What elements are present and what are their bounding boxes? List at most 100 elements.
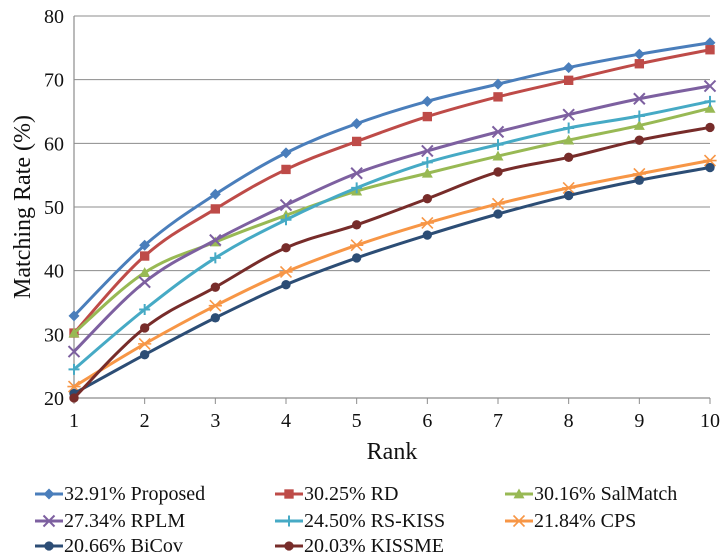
- x-tick-label: 6: [422, 410, 432, 432]
- legend-label: 20.03% KISSME: [304, 534, 445, 557]
- data-point: [279, 198, 293, 212]
- data-point: [279, 265, 293, 279]
- legend-item: 20.66% BiCov: [34, 534, 183, 558]
- data-point: [68, 363, 80, 375]
- legend-swatch: [35, 541, 63, 551]
- data-point: [209, 233, 222, 247]
- legend-item: 32.91% Proposed: [34, 482, 205, 506]
- data-point: [281, 243, 291, 253]
- series-line: [73, 106, 711, 335]
- series-line: [72, 125, 711, 400]
- data-point: [492, 150, 504, 161]
- data-point: [420, 216, 434, 229]
- data-point: [210, 204, 221, 214]
- data-point: [703, 154, 717, 167]
- data-point: [351, 253, 362, 263]
- y-axis-label: Matching Rate (%): [10, 115, 36, 299]
- data-point: [67, 345, 81, 358]
- data-point: [563, 190, 574, 201]
- data-point: [634, 135, 645, 145]
- data-point: [703, 79, 717, 93]
- y-tick-label: 70: [44, 70, 64, 92]
- data-point: [705, 122, 715, 133]
- data-point: [492, 139, 504, 151]
- data-point: [138, 275, 151, 289]
- data-point: [704, 102, 716, 113]
- data-point: [139, 267, 151, 277]
- axes: [73, 16, 711, 404]
- legend-swatch: [505, 488, 533, 499]
- data-point: [704, 95, 716, 107]
- y-tick-label: 30: [44, 324, 64, 346]
- series-line: [73, 99, 711, 371]
- legend-item: 27.34% RPLM: [34, 509, 185, 533]
- data-point: [210, 282, 221, 292]
- data-point: [210, 313, 221, 323]
- data-point: [634, 59, 645, 69]
- data-point: [705, 162, 715, 173]
- legend-item: 20.03% KISSME: [274, 534, 444, 558]
- data-point: [209, 252, 221, 264]
- grid-lines: [74, 15, 710, 335]
- x-tick-label: 7: [493, 410, 503, 432]
- y-tick-label: 60: [44, 133, 64, 155]
- series-line: [73, 159, 711, 388]
- legend-swatch: [275, 515, 303, 527]
- data-point: [493, 92, 503, 102]
- legend-label: 20.66% BiCov: [64, 534, 183, 557]
- data-point: [422, 194, 433, 204]
- data-point: [43, 488, 55, 500]
- legend: 32.91% Proposed 30.25% RD 30.16% SalMatch 2…: [0, 478, 722, 559]
- legend-swatch: [505, 514, 533, 528]
- y-tick-label: 80: [44, 6, 64, 28]
- data-point: [42, 514, 56, 528]
- series-line: [72, 48, 711, 335]
- data-point: [513, 488, 525, 499]
- data-point: [351, 136, 362, 147]
- data-point: [209, 188, 221, 200]
- legend-swatch: [275, 541, 303, 551]
- data-point: [563, 122, 575, 134]
- y-tick-label: 20: [44, 388, 64, 410]
- legend-swatch: [35, 514, 63, 528]
- x-tick-label: 5: [352, 410, 362, 432]
- x-tick-label: 10: [700, 410, 720, 432]
- legend-item: 21.84% CPS: [504, 509, 636, 533]
- legend-item: 30.25% RD: [274, 482, 398, 506]
- data-point: [281, 279, 291, 290]
- legend-label: 27.34% RPLM: [64, 509, 186, 532]
- series-group: [67, 37, 717, 403]
- data-point: [562, 181, 576, 194]
- data-point: [563, 134, 575, 145]
- data-point: [139, 304, 151, 316]
- data-point: [634, 175, 645, 185]
- data-point: [493, 209, 503, 219]
- x-tick-label: 9: [634, 410, 644, 432]
- data-point: [705, 45, 715, 55]
- series-line: [72, 41, 711, 317]
- data-point: [68, 310, 80, 322]
- data-point: [563, 62, 575, 74]
- legend-label: 24.50% RS-KISS: [304, 509, 446, 532]
- data-point: [139, 239, 151, 251]
- series: [69, 45, 715, 338]
- data-point: [350, 167, 363, 180]
- y-tick-label: 50: [44, 197, 64, 219]
- line-chart: 20 30 40 50 60 70 80 1 2 3 4 5 6 7 8 9 10 Rank Matching …: [10, 6, 720, 465]
- series: [68, 37, 716, 322]
- data-point: [139, 350, 150, 360]
- data-point: [351, 182, 363, 194]
- legend-label: 32.91% Proposed: [64, 482, 206, 505]
- legend-item: 30.16% SalMatch: [504, 482, 677, 506]
- data-point: [208, 299, 222, 312]
- legend-item: 24.50% RS-KISS: [274, 509, 445, 533]
- data-point: [139, 323, 150, 333]
- data-point: [421, 144, 434, 158]
- data-point: [512, 514, 526, 528]
- data-point: [421, 167, 433, 178]
- data-point: [562, 108, 575, 121]
- data-point: [68, 327, 80, 338]
- x-tick-label: 2: [140, 410, 150, 432]
- data-point: [350, 239, 364, 252]
- data-point: [283, 515, 295, 527]
